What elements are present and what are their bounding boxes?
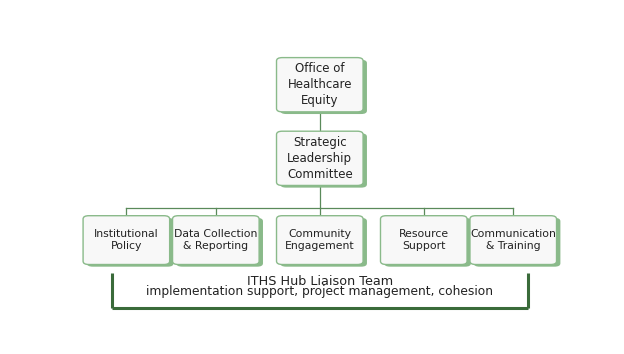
FancyBboxPatch shape [83, 216, 170, 264]
Text: Office of
Healthcare
Equity: Office of Healthcare Equity [288, 62, 352, 107]
Text: Communication
& Training: Communication & Training [470, 229, 556, 251]
Text: Institutional
Policy: Institutional Policy [94, 229, 158, 251]
FancyBboxPatch shape [381, 216, 467, 264]
Text: ITHS Hub Liaison Team: ITHS Hub Liaison Team [246, 275, 393, 288]
Text: Data Collection
& Reporting: Data Collection & Reporting [174, 229, 258, 251]
FancyBboxPatch shape [173, 216, 259, 264]
FancyBboxPatch shape [384, 218, 471, 267]
FancyBboxPatch shape [280, 133, 367, 188]
FancyBboxPatch shape [276, 58, 363, 112]
FancyBboxPatch shape [280, 218, 367, 267]
FancyBboxPatch shape [276, 131, 363, 185]
FancyBboxPatch shape [177, 218, 263, 267]
FancyBboxPatch shape [276, 216, 363, 264]
FancyBboxPatch shape [280, 60, 367, 114]
FancyBboxPatch shape [470, 216, 557, 264]
FancyBboxPatch shape [474, 218, 560, 267]
Text: Strategic
Leadership
Committee: Strategic Leadership Committee [287, 136, 353, 181]
Text: implementation support, project management, cohesion: implementation support, project manageme… [146, 285, 494, 298]
Text: Resource
Support: Resource Support [399, 229, 449, 251]
FancyBboxPatch shape [87, 218, 173, 267]
Text: Community
Engagement: Community Engagement [285, 229, 354, 251]
